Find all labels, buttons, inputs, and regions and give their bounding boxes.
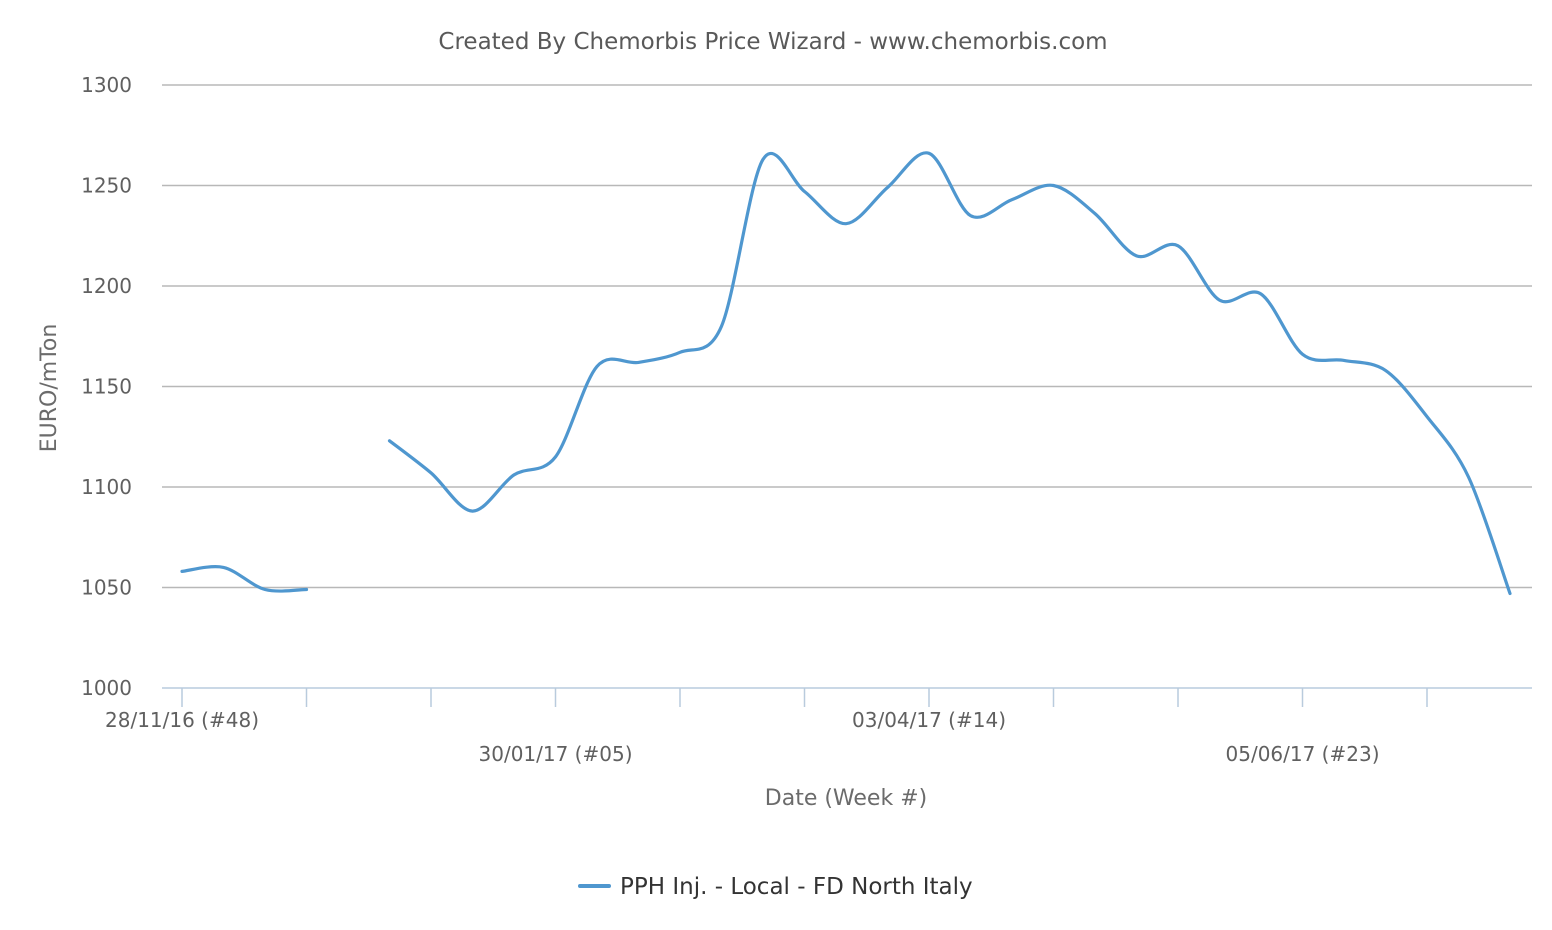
legend-label: PPH Inj. - Local - FD North Italy bbox=[620, 874, 973, 900]
y-axis-title: EURO/mTon bbox=[37, 324, 62, 453]
x-axis-title: Date (Week #) bbox=[765, 786, 927, 811]
y-tick-label: 1150 bbox=[81, 375, 132, 399]
grid-lines bbox=[162, 84, 1532, 589]
y-tick-label: 1100 bbox=[81, 475, 132, 499]
y-axis-ticks: 1000 1050 1100 1150 1200 1250 1300 bbox=[81, 73, 132, 700]
x-axis-ticks: 28/11/16 (#48) 30/01/17 (#05) 03/04/17 (#1… bbox=[105, 688, 1428, 766]
series-line-segment bbox=[180, 565, 309, 593]
y-tick-label: 1000 bbox=[81, 676, 132, 700]
y-tick-label: 1200 bbox=[81, 274, 132, 298]
y-tick-label: 1300 bbox=[81, 73, 132, 97]
series-layer bbox=[180, 151, 1512, 596]
series-line-segment bbox=[387, 151, 1512, 596]
y-tick-label: 1250 bbox=[81, 174, 132, 198]
y-tick-label: 1050 bbox=[81, 576, 132, 600]
x-tick-label: 05/06/17 (#23) bbox=[1226, 742, 1380, 766]
legend[interactable]: PPH Inj. - Local - FD North Italy bbox=[578, 874, 973, 900]
x-tick-label: 03/04/17 (#14) bbox=[852, 708, 1006, 732]
x-tick-label: 28/11/16 (#48) bbox=[105, 708, 259, 732]
x-tick-label: 30/01/17 (#05) bbox=[479, 742, 633, 766]
chart-title: Created By Chemorbis Price Wizard - www.… bbox=[438, 29, 1107, 55]
